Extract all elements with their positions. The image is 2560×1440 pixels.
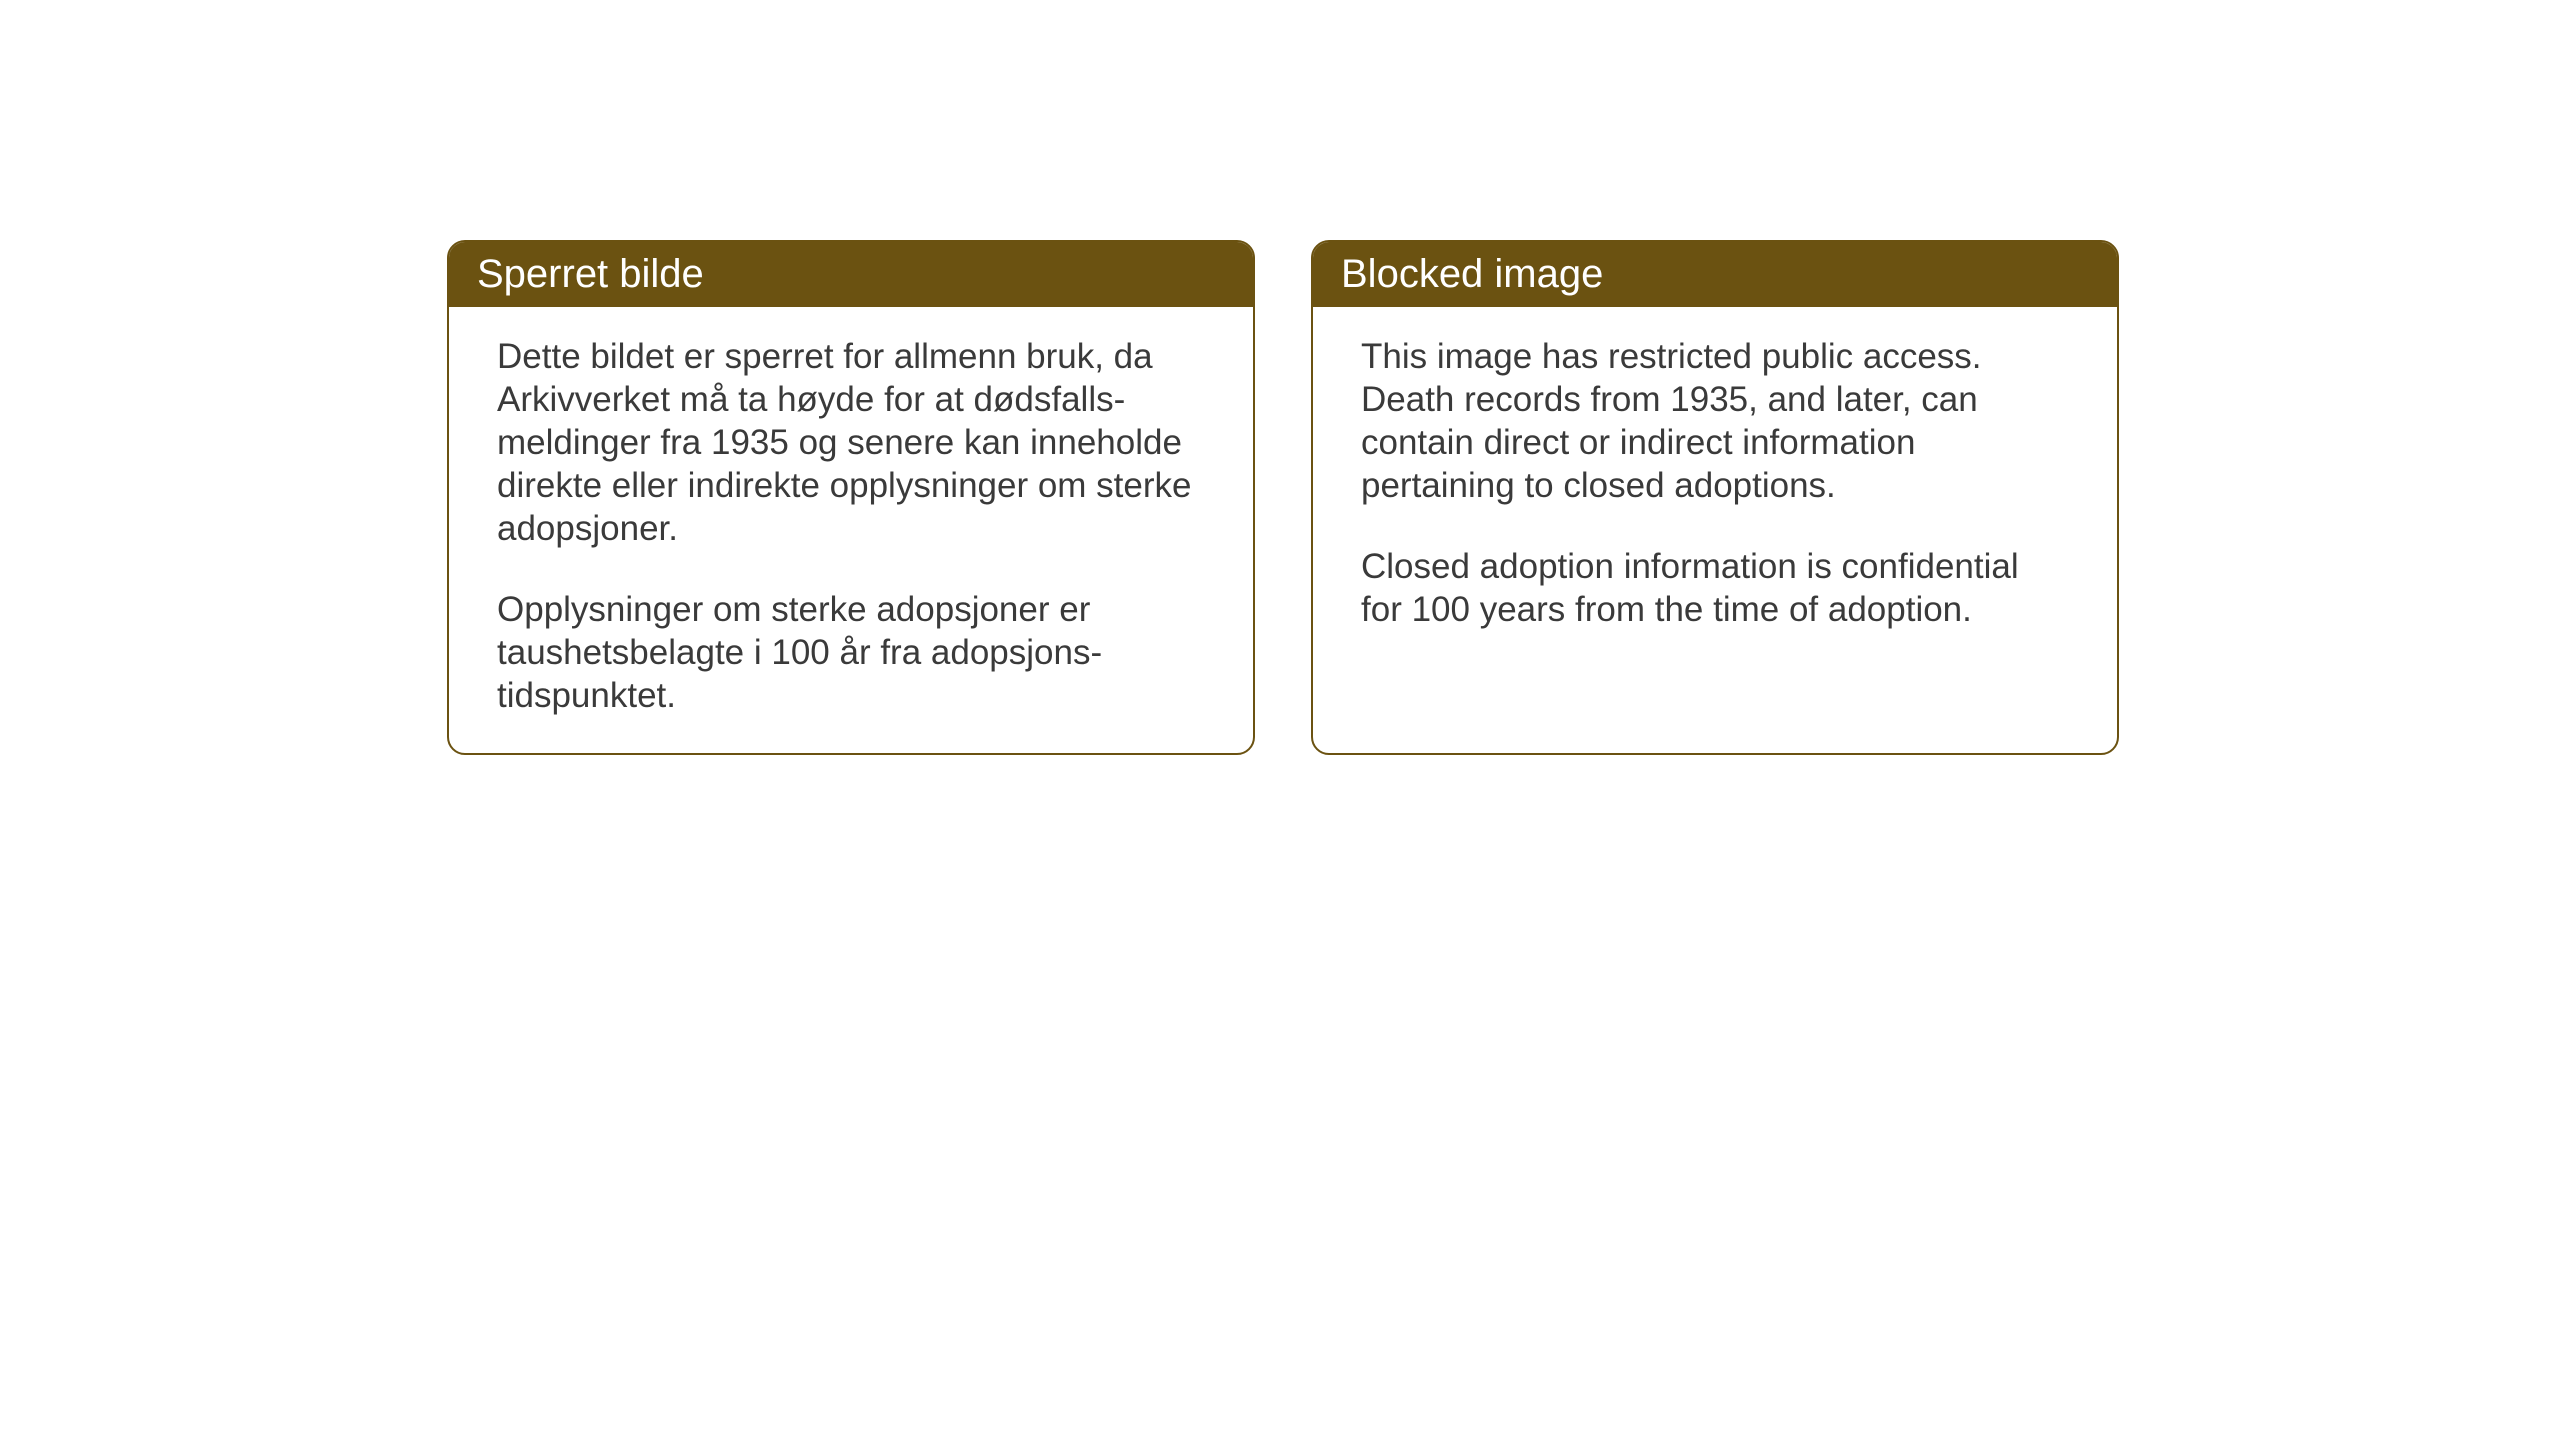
card-header-left: Sperret bilde	[449, 242, 1253, 307]
card-body-left: Dette bildet er sperret for allmenn bruk…	[449, 307, 1253, 753]
notice-container: Sperret bilde Dette bildet er sperret fo…	[447, 240, 2119, 755]
card-title-right: Blocked image	[1341, 252, 1603, 296]
card-body-right: This image has restricted public access.…	[1313, 307, 2117, 667]
card-header-right: Blocked image	[1313, 242, 2117, 307]
card-paragraph-2-left: Opplysninger om sterke adopsjoner er tau…	[497, 588, 1205, 717]
card-title-left: Sperret bilde	[477, 252, 704, 296]
notice-card-norwegian: Sperret bilde Dette bildet er sperret fo…	[447, 240, 1255, 755]
notice-card-english: Blocked image This image has restricted …	[1311, 240, 2119, 755]
card-paragraph-1-left: Dette bildet er sperret for allmenn bruk…	[497, 335, 1205, 550]
card-paragraph-1-right: This image has restricted public access.…	[1361, 335, 2069, 507]
card-paragraph-2-right: Closed adoption information is confident…	[1361, 545, 2069, 631]
